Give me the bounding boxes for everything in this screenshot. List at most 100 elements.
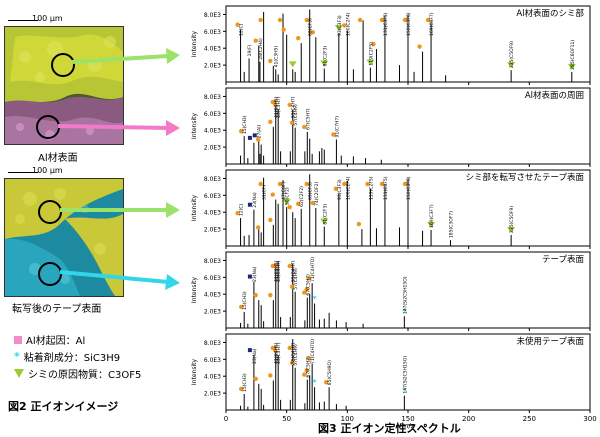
peak-marker-circle (239, 128, 244, 134)
y-tick-label: 6.0E3 (204, 29, 221, 36)
peak-marker-circle (268, 217, 273, 223)
y-tick-label: 4.0E3 (204, 46, 221, 53)
y-tick-label: 8.0E3 (204, 340, 221, 347)
scale-bar-1 (8, 20, 38, 21)
peak-marker-triangle (366, 59, 375, 66)
peak-marker-circle (302, 124, 307, 130)
peak-annotation: 74(C2OF2) (314, 182, 320, 206)
spectrum-panel-4: 2.0E3 4.0E3 6.0E3 8.0E3 Intensity テープ表面 * * 15(C… (191, 251, 591, 331)
y-tick-label: 2.0E3 (204, 309, 221, 316)
spectrum-title: シミ部を転写させたテープ表面 (466, 172, 585, 183)
arrow-green-2 (60, 202, 180, 218)
peak-annotation: 131(C3F5) (383, 176, 389, 200)
peak-annotation: 50(CF2) (285, 187, 291, 205)
legend-item-stain: シミの原因物質：C3OF5 (14, 366, 141, 381)
peak-marker-circle (272, 263, 278, 269)
peak-marker-circle (371, 41, 376, 47)
peak-marker-circle (258, 181, 263, 187)
peak-annotation: 55(C4H7) (291, 342, 297, 364)
peak-marker-square (247, 135, 252, 140)
peak-marker-triangle (507, 227, 516, 234)
peak-annotation: 67(C5H7) (305, 274, 311, 296)
peak-marker-circle (302, 290, 307, 295)
spectrum-title: Al材表面のシミ部 (516, 8, 584, 19)
peak-marker-triangle (288, 61, 297, 68)
peak-annotation: 47(COF) (281, 181, 287, 200)
peak-marker-circle (287, 263, 292, 269)
peak-annotation: 41(C3H5) (274, 96, 280, 118)
peak-marker-circle (296, 35, 301, 41)
y-axis-label: Intensity (191, 30, 198, 57)
peak-annotation: 81(C2F3) (322, 46, 328, 67)
peak-annotation: 15(CH3) (242, 115, 248, 134)
peak-annotation: 150(C3F6) (406, 176, 412, 200)
spectrum-title: Al材表面の周囲 (525, 90, 584, 101)
arrow-green-1 (71, 48, 180, 64)
peak-marker-circle (268, 58, 273, 64)
peak-marker-circle (272, 347, 278, 353)
peak-annotation: 55(C4H7) (291, 260, 297, 282)
peak-marker-circle (342, 181, 347, 187)
peak-marker-circle (304, 181, 309, 187)
arrows (57, 48, 180, 290)
peak-annotation: 71(C4H7O) (310, 339, 316, 364)
peak-annotation: 69(CF3) (308, 18, 314, 36)
y-axis-label: Intensity (191, 194, 198, 221)
square-marker-icon (14, 335, 22, 344)
peak-marker-circle (287, 102, 292, 108)
peak-annotation: 41(C3H5) (274, 260, 280, 282)
x-tick-label: 50 (282, 415, 291, 423)
peak-marker-circle (235, 210, 240, 216)
peak-marker-circle (417, 44, 422, 49)
y-tick-label: 4.0E3 (204, 128, 221, 135)
y-tick-label: 2.0E3 (204, 145, 221, 152)
y-axis-label: Intensity (191, 112, 198, 139)
x-tick-label: 100 (341, 415, 354, 423)
y-tick-label: 6.0E3 (204, 275, 221, 282)
peak-marker-circle (268, 292, 273, 298)
peak-marker-circle (272, 101, 278, 107)
y-axis-label: Intensity (191, 276, 198, 303)
arrow-cyan (59, 270, 180, 290)
peak-marker-circle (379, 181, 385, 187)
marker-circle-1a (51, 53, 75, 77)
spectrum-title: 未使用テープ表面 (517, 336, 585, 347)
peak-marker-triangle (567, 63, 576, 70)
peak-marker-triangle (282, 199, 291, 206)
y-tick-label: 8.0E3 (204, 94, 221, 101)
peak-annotation: 169(C3F7) (429, 204, 435, 228)
legend-item-al: Al材起因：Al (14, 332, 85, 347)
peak-marker-circle (253, 376, 258, 382)
y-tick-label: 6.0E3 (204, 357, 221, 364)
figure3-caption: 図3 正イオン定性スペクトル (318, 422, 461, 435)
peak-marker-circle (239, 304, 244, 310)
y-tick-label: 8.0E3 (204, 258, 221, 265)
peak-annotation: 27(Al) (257, 125, 263, 139)
peak-annotation: 15(CH3) (242, 373, 248, 392)
peak-marker-triangle (334, 25, 343, 32)
image1-caption: Al材表面 (38, 153, 78, 164)
y-tick-label: 6.0E3 (204, 193, 221, 200)
peak-annotation: 43(C3H7) (276, 96, 282, 118)
peak-marker-circle (342, 23, 347, 28)
peak-marker-circle (289, 284, 295, 289)
y-tick-label: 6.0E3 (204, 111, 221, 118)
peak-marker-circle (255, 225, 261, 230)
peak-marker-asterisk: * (402, 307, 407, 316)
peak-marker-circle (402, 181, 408, 187)
spectrum-panel-5: 2.0E3 4.0E3 6.0E3 8.0E3 Intensity 0 50 100 150 20… (191, 333, 597, 423)
peak-marker-circle (333, 186, 339, 191)
peak-annotation: 23(Na) (252, 348, 258, 364)
peak-marker-asterisk: * (312, 378, 317, 387)
spectrum-title: テープ表面 (542, 254, 584, 265)
triangle-marker-icon (14, 369, 24, 378)
legend-label-adhesive: 粘着剤成分：SiC3H9 (23, 353, 121, 364)
peak-marker-asterisk: * (312, 295, 317, 304)
peak-marker-triangle (320, 218, 329, 225)
scale-bar-2 (8, 172, 38, 173)
peak-annotation: 71(C4H7O) (310, 257, 316, 282)
peak-marker-circle (304, 368, 309, 373)
peak-marker-circle (239, 386, 244, 392)
peak-annotation: 100(C2F4) (345, 176, 351, 200)
peak-annotation: 67(C5H7) (305, 108, 311, 130)
